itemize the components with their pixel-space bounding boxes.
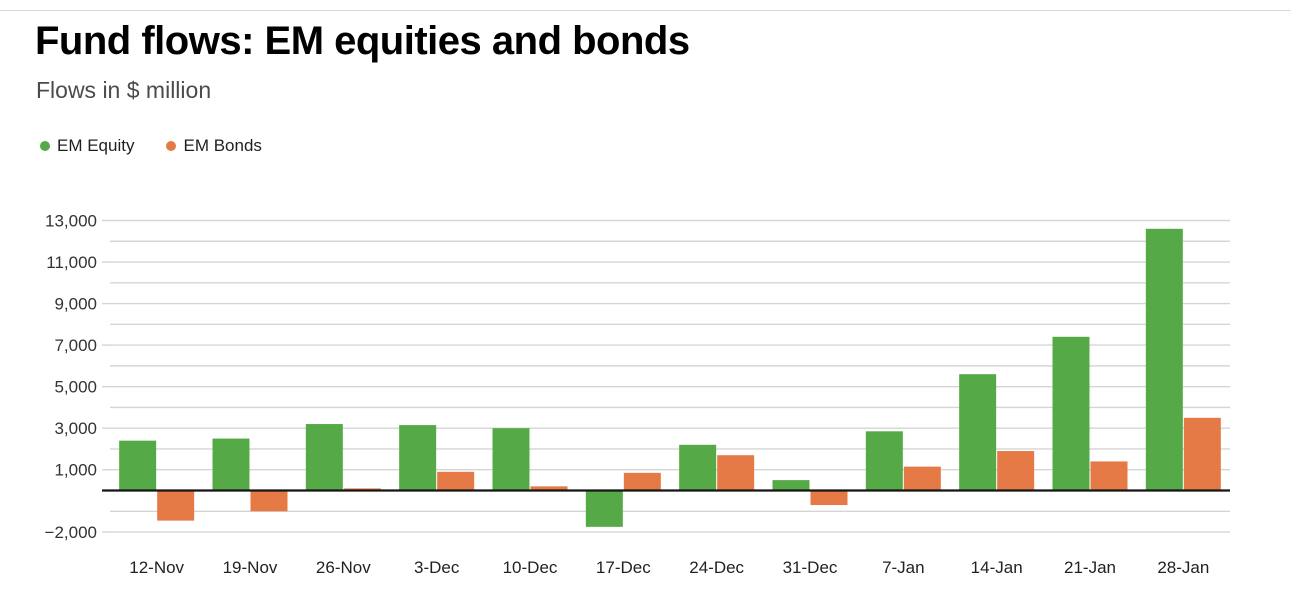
y-tick-label: 9,000: [54, 295, 97, 314]
x-axis-label: 28-Jan: [1157, 558, 1209, 577]
x-axis-label: 10-Dec: [503, 558, 558, 577]
bar-em-equity-31-Dec: [772, 480, 810, 491]
legend-item-em-bonds: EM Bonds: [166, 136, 262, 156]
x-axis-label: 21-Jan: [1064, 558, 1116, 577]
x-axis-label: 19-Nov: [223, 558, 278, 577]
legend-item-em-equity: EM Equity: [40, 136, 134, 156]
bar-em-bonds-21-Jan: [1090, 461, 1128, 491]
x-axis-label: 26-Nov: [316, 558, 371, 577]
y-tick-label: 13,000: [45, 211, 97, 230]
bar-em-bonds-31-Dec: [810, 490, 848, 506]
bar-em-bonds-3-Dec: [437, 471, 475, 491]
bar-em-equity-10-Dec: [492, 428, 530, 491]
legend-label-em-equity: EM Equity: [57, 136, 135, 155]
bar-em-equity-28-Jan: [1145, 228, 1183, 491]
legend-swatch-em-bonds: [166, 141, 177, 151]
bar-em-equity-3-Dec: [399, 425, 437, 491]
bar-em-bonds-17-Dec: [623, 472, 661, 491]
top-divider: [0, 10, 1291, 11]
bar-em-equity-26-Nov: [305, 424, 343, 491]
bar-em-bonds-24-Dec: [717, 455, 755, 491]
bar-em-equity-12-Nov: [119, 440, 157, 491]
bar-em-bonds-12-Nov: [157, 490, 195, 521]
legend: EM Equity EM Bonds: [40, 136, 262, 156]
bar-em-bonds-14-Jan: [997, 451, 1035, 491]
bar-em-bonds-7-Jan: [903, 466, 941, 491]
x-axis-label: 24-Dec: [689, 558, 744, 577]
x-axis-label: 7-Jan: [882, 558, 925, 577]
legend-swatch-em-equity: [40, 141, 50, 151]
bar-em-bonds-19-Nov: [250, 490, 288, 512]
x-axis-label: 3-Dec: [414, 558, 460, 577]
y-tick-label: 11,000: [46, 253, 97, 272]
x-axis-label: 17-Dec: [596, 558, 651, 577]
y-tick-label: 1,000: [54, 461, 97, 480]
chart-title: Fund flows: EM equities and bonds: [35, 19, 690, 63]
y-tick-label: 3,000: [54, 419, 97, 438]
bar-em-bonds-28-Jan: [1183, 417, 1221, 491]
chart-subtitle: Flows in $ million: [36, 77, 212, 103]
x-axis-label: 31-Dec: [783, 558, 838, 577]
bar-em-equity-24-Dec: [679, 444, 717, 491]
y-tick-label: 5,000: [54, 378, 97, 397]
bar-em-equity-17-Dec: [585, 490, 623, 527]
y-tick-label: −2,000: [45, 523, 97, 542]
bar-em-equity-19-Nov: [212, 438, 250, 491]
bar-em-equity-7-Jan: [865, 431, 903, 491]
legend-label-em-bonds: EM Bonds: [183, 136, 262, 155]
bar-em-equity-21-Jan: [1052, 336, 1090, 491]
x-axis-label: 14-Jan: [971, 558, 1023, 577]
x-axis-label: 12-Nov: [129, 558, 184, 577]
bar-em-bonds-10-Dec: [530, 486, 568, 491]
bar-em-equity-14-Jan: [959, 374, 997, 491]
y-tick-label: 7,000: [54, 336, 97, 355]
